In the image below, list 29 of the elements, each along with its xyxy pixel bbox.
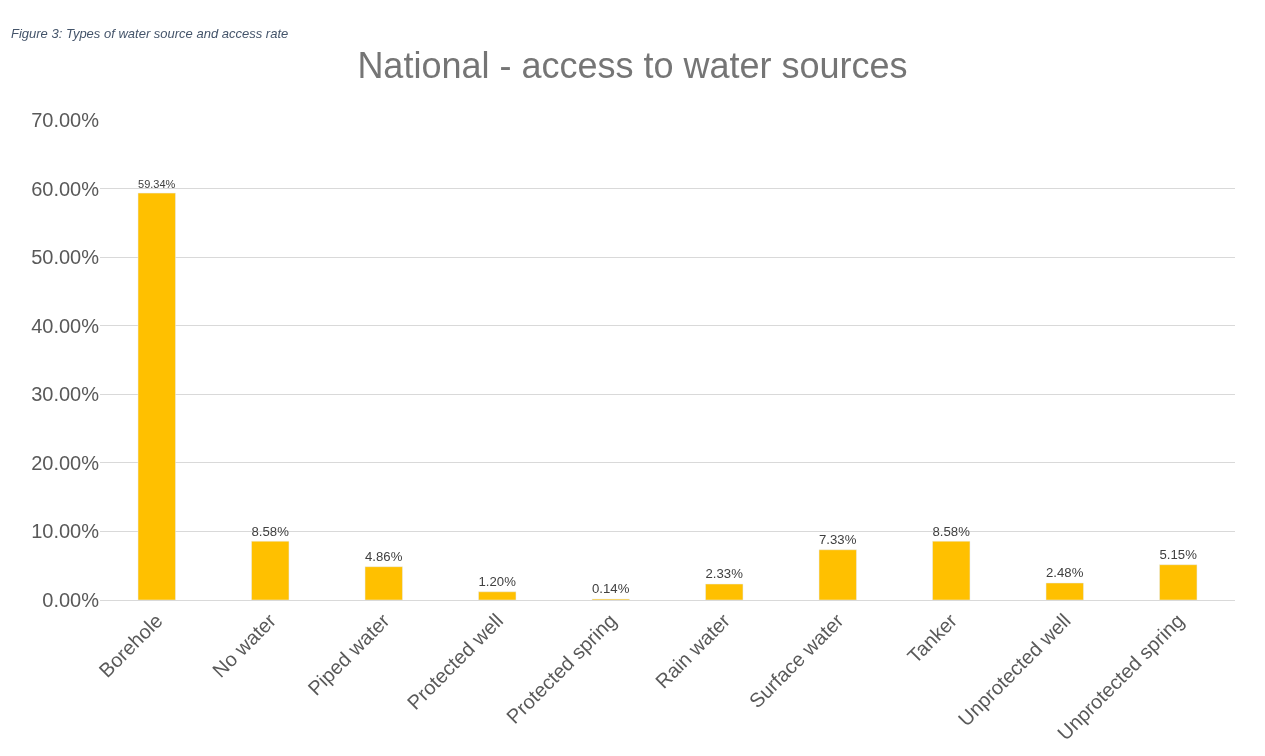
data-label: 2.48% — [1046, 565, 1084, 581]
bar — [137, 192, 176, 600]
y-tick-label: 50.00% — [31, 246, 100, 269]
caption: Figure 3: Types of water source and access rate — [11, 26, 289, 41]
chart-title: National - access to water sources — [357, 45, 908, 87]
y-tick-label: 40.00% — [31, 314, 100, 337]
y-tick-label: 20.00% — [31, 451, 100, 474]
y-tick-label: 30.00% — [31, 383, 100, 406]
bar — [251, 540, 290, 600]
data-label: 8.58% — [932, 523, 971, 539]
data-label: 1.20% — [478, 574, 517, 590]
data-label: 5.15% — [1159, 547, 1198, 563]
data-label: 0.14% — [592, 581, 630, 597]
data-label: 59.34% — [138, 177, 176, 190]
y-tick-label: 10.00% — [31, 520, 100, 543]
y-tick-label: 70.00% — [31, 109, 100, 131]
bar — [1159, 564, 1198, 600]
data-label: 8.58% — [251, 523, 290, 539]
y-tick-label: 0.00% — [42, 589, 100, 611]
y-tick-label: 60.00% — [31, 177, 100, 200]
data-label: 2.33% — [705, 566, 744, 582]
data-label: 7.33% — [819, 532, 857, 548]
bar — [364, 566, 403, 600]
bar — [705, 583, 744, 600]
bar — [478, 591, 517, 600]
bar — [818, 549, 857, 600]
bar — [932, 540, 971, 600]
data-label: 4.86% — [365, 549, 403, 565]
bar — [1045, 582, 1084, 600]
